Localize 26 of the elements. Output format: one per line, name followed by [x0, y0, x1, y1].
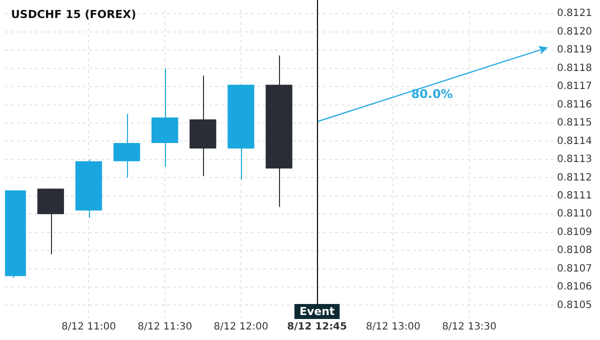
y-tick-label: 0.8106: [557, 282, 592, 293]
x-tick-label: 8/12 13:00: [366, 322, 420, 333]
y-tick-label: 0.8108: [557, 245, 592, 256]
y-tick-label: 0.8114: [557, 136, 592, 147]
y-tick-label: 0.8118: [557, 62, 592, 74]
x-tick-label: 8/12 12:45: [287, 322, 348, 333]
x-tick-label: 8/12 12:00: [214, 322, 268, 333]
y-tick-label: 0.8110: [557, 208, 592, 220]
chart-title: USDCHF 15 (FOREX): [11, 8, 136, 21]
x-tick-label: 8/12 11:00: [61, 322, 116, 333]
y-tick-label: 0.8107: [557, 263, 592, 274]
y-tick-label: 0.8121: [557, 8, 592, 20]
y-tick-label: 0.8116: [557, 99, 592, 110]
x-tick-label: 8/12 11:30: [138, 322, 192, 333]
y-tick-label: 0.8109: [557, 226, 592, 238]
y-tick-label: 0.8117: [557, 81, 592, 92]
y-tick-label: 0.8119: [557, 44, 592, 56]
y-tick-label: 0.8120: [557, 26, 592, 38]
y-tick-label: 0.8115: [557, 118, 592, 129]
y-tick-label: 0.8105: [557, 300, 592, 311]
y-tick-label: 0.8113: [557, 154, 592, 166]
annotation: 80.0%: [411, 87, 453, 102]
y-tick-label: 0.8111: [557, 190, 592, 202]
ref-line-label: Event: [299, 304, 335, 318]
y-tick-label: 0.8112: [557, 172, 592, 184]
x-tick-label: 8/12 13:30: [442, 322, 497, 333]
